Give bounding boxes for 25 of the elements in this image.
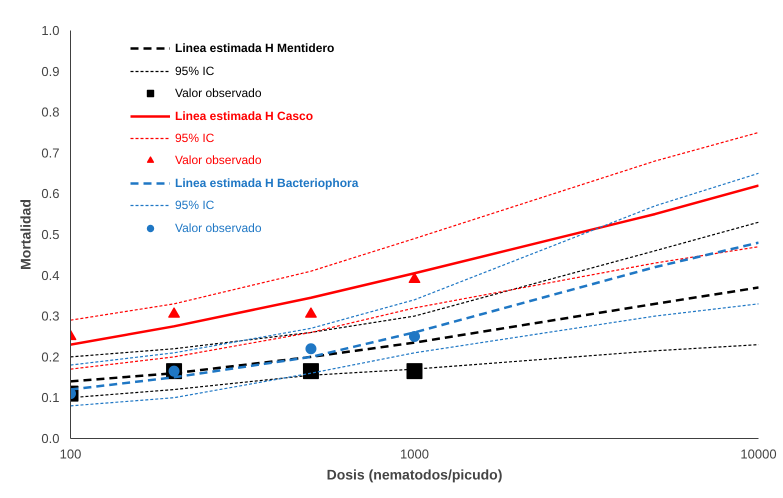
x-axis-title: Dosis (nematodos/picudo): [326, 466, 502, 482]
legend-label: 95% IC: [175, 63, 214, 79]
y-tick-label: 1.0: [41, 23, 60, 38]
legend-label: Linea estimada H Mentidero: [175, 40, 334, 56]
y-tick-label: 0.3: [41, 308, 60, 324]
x-tick-label: 100: [60, 446, 82, 462]
y-tick-label: 0.9: [41, 64, 60, 79]
legend-label: Valor observado: [175, 220, 262, 236]
y-tick-label: 0.8: [41, 104, 60, 120]
y-tick-label: 0.0: [41, 431, 60, 446]
legend-label: Valor observado: [175, 85, 262, 101]
legend-label: 95% IC: [175, 130, 214, 146]
y-tick-label: 0.1: [41, 390, 60, 406]
x-tick-label: 1000: [400, 446, 429, 462]
y-tick-label: 0.6: [41, 186, 60, 202]
y-tick-label: 0.2: [41, 349, 60, 364]
x-tick-label: 10000: [740, 446, 777, 462]
y-tick-label: 0.7: [41, 145, 60, 160]
y-tick-label: 0.5: [41, 227, 60, 242]
y-tick-label: 0.4: [41, 268, 60, 283]
y-axis-title: Mortalidad: [17, 199, 34, 270]
legend-label: Valor observado: [175, 152, 262, 168]
legend-label: Linea estimada H Bacteriophora: [175, 175, 358, 191]
legend-label: Linea estimada H Casco: [175, 108, 314, 124]
legend-label: 95% IC: [175, 197, 214, 213]
